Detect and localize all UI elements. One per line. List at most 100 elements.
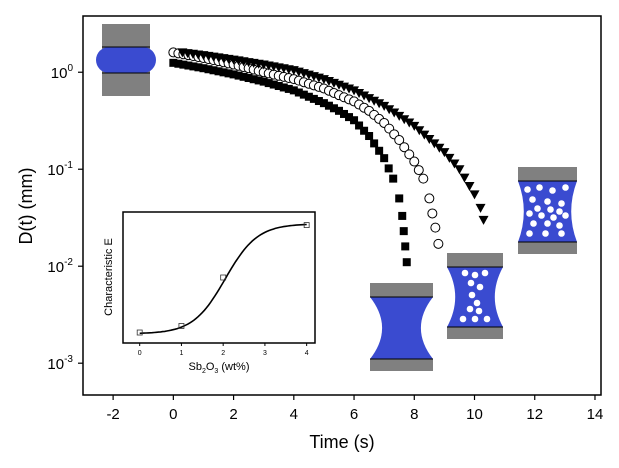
data-point-square xyxy=(184,61,193,70)
particle xyxy=(459,315,467,323)
data-point-triangle xyxy=(434,143,445,153)
inset-frame xyxy=(122,211,316,344)
x-tick-label: 0 xyxy=(169,406,177,423)
data-point-square xyxy=(329,104,338,113)
x-axis-label: Time (s) xyxy=(309,432,374,452)
inset-x-label: Sb2O3 (wt%) xyxy=(188,361,249,375)
data-point-square xyxy=(204,65,213,74)
data-point-square xyxy=(365,132,374,141)
x-tick-label: 14 xyxy=(587,406,604,423)
data-point-square xyxy=(274,82,283,91)
particle xyxy=(538,212,545,219)
plate-bottom xyxy=(447,327,503,339)
particle xyxy=(562,212,569,219)
data-point-triangle xyxy=(374,99,385,109)
particle xyxy=(558,200,565,207)
particle xyxy=(476,283,484,291)
data-point-triangle xyxy=(444,153,455,163)
y-tick-label: 100 xyxy=(51,63,74,82)
data-point-square xyxy=(345,113,354,122)
data-point-square xyxy=(375,146,384,155)
inset-y-label: Characteristic E xyxy=(103,238,115,316)
y-tick-label: 10-1 xyxy=(47,160,73,179)
data-point-square xyxy=(194,63,203,72)
data-point-square xyxy=(214,67,223,76)
liquid-bridge xyxy=(447,267,503,327)
data-point-square xyxy=(299,90,308,99)
liquid-drop-icon xyxy=(96,47,156,73)
x-tick-label: 6 xyxy=(350,406,358,423)
data-point-triangle xyxy=(394,111,405,121)
data-point-triangle xyxy=(419,130,430,140)
data-point-circle xyxy=(433,238,444,249)
x-tick-label: 4 xyxy=(290,406,298,423)
liquid-bridge-illustrations xyxy=(96,24,577,371)
data-point-square xyxy=(179,60,188,69)
particle xyxy=(550,214,557,221)
plate-top xyxy=(370,283,433,297)
data-point-triangle xyxy=(409,121,420,131)
particle xyxy=(526,230,533,237)
data-point-triangle xyxy=(384,105,395,115)
data-point-square xyxy=(289,86,298,95)
particle xyxy=(524,186,531,193)
inset-data-point xyxy=(136,329,143,336)
data-point-square xyxy=(229,70,238,79)
data-point-triangle xyxy=(359,91,370,101)
particle xyxy=(461,269,469,277)
inset-data-point xyxy=(220,274,227,281)
filled-bridge-illustration xyxy=(518,167,577,254)
data-point-circle xyxy=(427,208,438,219)
data-point-square xyxy=(314,97,323,106)
plate-top xyxy=(518,167,577,181)
data-point-square xyxy=(294,88,303,97)
data-point-square xyxy=(199,64,208,73)
data-point-square xyxy=(279,83,288,92)
inset-data-point xyxy=(303,222,310,229)
data-point-triangle xyxy=(454,165,465,175)
data-point-square xyxy=(244,74,253,83)
data-point-square xyxy=(174,59,183,68)
data-point-circle xyxy=(399,142,410,153)
data-point-triangle xyxy=(439,148,450,158)
particle xyxy=(558,230,565,237)
particle xyxy=(534,205,541,212)
particle xyxy=(536,184,543,191)
data-point-square xyxy=(324,101,333,110)
data-point-square xyxy=(380,154,389,163)
particle-bridge-illustration xyxy=(447,253,503,339)
particle xyxy=(544,198,551,205)
data-point-triangle xyxy=(399,115,410,125)
data-point-square xyxy=(259,77,268,86)
data-point-triangle xyxy=(369,96,380,106)
data-point-square xyxy=(284,84,293,93)
particle xyxy=(471,315,479,323)
data-point-square xyxy=(264,79,273,88)
data-point-circle xyxy=(394,135,405,146)
particle xyxy=(467,279,475,287)
data-point-square xyxy=(401,242,410,251)
data-point-square xyxy=(219,68,228,77)
inset-data-point xyxy=(178,323,185,329)
inset-chart: Characteristic E Sb2O3 (wt%) 0 1 2 3 4 xyxy=(103,211,316,375)
data-point-triangle xyxy=(414,126,425,136)
x-tick-label: 12 xyxy=(526,406,543,423)
particle xyxy=(526,210,533,217)
data-point-square xyxy=(234,71,243,80)
particle xyxy=(475,307,483,315)
data-point-triangle xyxy=(424,134,435,144)
x-tick-label: 8 xyxy=(410,406,418,423)
plate-bottom xyxy=(370,359,433,371)
particle xyxy=(466,305,474,313)
series-triangle-down-filled xyxy=(177,48,489,225)
particle xyxy=(468,291,476,299)
particle xyxy=(544,220,551,227)
data-point-square xyxy=(189,62,198,71)
liquid-bridge xyxy=(370,297,433,359)
data-point-square xyxy=(398,211,407,220)
inset-x-tick-label: 1 xyxy=(179,350,183,357)
particle xyxy=(547,206,554,213)
data-point-square xyxy=(399,227,408,236)
